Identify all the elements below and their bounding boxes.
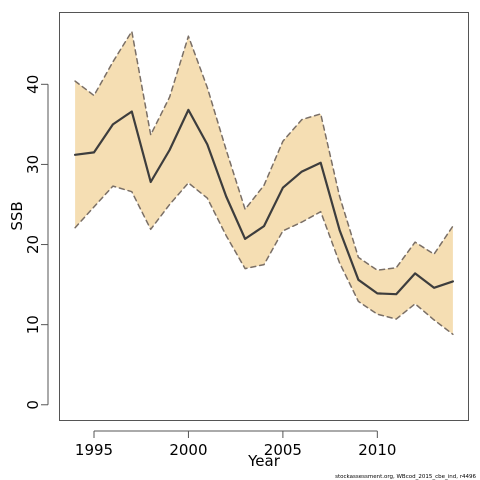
- ssb-estimate-line: [73, 108, 454, 296]
- confidence-band: [75, 31, 453, 335]
- y-tick-label: 30: [24, 155, 42, 174]
- x-tick-label: 2000: [169, 441, 207, 459]
- y-tick-label: 40: [24, 75, 42, 94]
- y-tick-label: 0: [24, 400, 42, 410]
- plot-frame: [59, 12, 469, 421]
- x-tick-label: 2005: [264, 441, 302, 459]
- y-tick-label: 10: [24, 315, 42, 334]
- y-tick-label: 20: [24, 235, 42, 254]
- axes: 1995 2000 2005 2010 0 10 20 30 40: [24, 75, 396, 459]
- plot-area: [73, 30, 454, 336]
- y-axis-title: SSB: [8, 201, 26, 230]
- footnote: stockassessment.org, WBcod_2015_cbe_ind,…: [335, 474, 476, 480]
- lower-bound-line: [74, 182, 454, 336]
- x-axis-title: Year: [247, 452, 281, 470]
- upper-bound-line: [74, 30, 454, 271]
- x-tick-label: 2010: [358, 441, 396, 459]
- x-tick-label: 1995: [75, 441, 113, 459]
